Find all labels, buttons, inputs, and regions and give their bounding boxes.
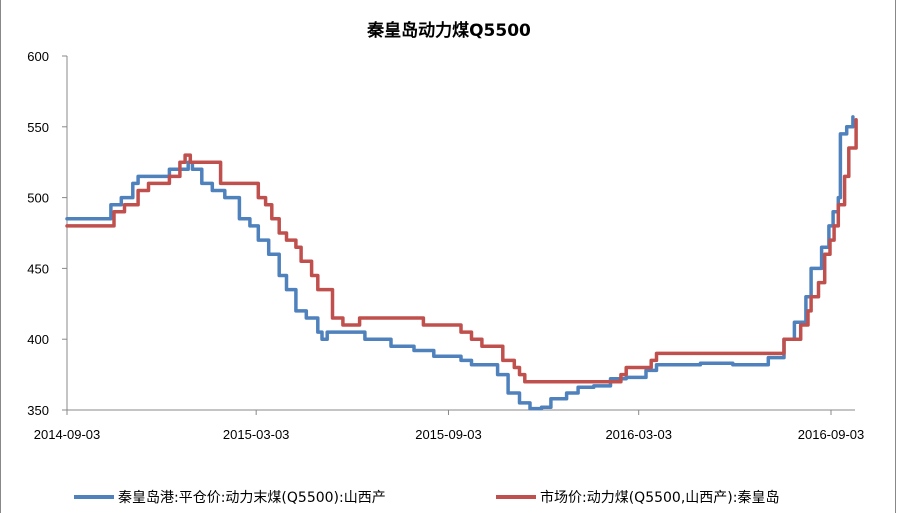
y-tick-label: 500	[27, 191, 49, 206]
x-tick-label: 2016-03-03	[605, 427, 672, 442]
y-tick-label: 450	[27, 261, 49, 276]
x-tick-label: 2016-09-03	[798, 427, 865, 442]
y-tick-label: 600	[27, 49, 49, 64]
legend-label-red: 市场价:动力煤(Q5500,山西产):秦皇岛	[540, 490, 780, 506]
legend-swatch-blue-icon	[74, 495, 114, 499]
y-tick-label: 550	[27, 120, 49, 135]
y-tick-label: 350	[27, 403, 49, 418]
x-tick-label: 2015-09-03	[415, 427, 482, 442]
y-tick-label: 400	[27, 332, 49, 347]
chart-title: 秦皇岛动力煤Q5500	[367, 21, 531, 41]
x-tick-label: 2014-09-03	[34, 427, 101, 442]
legend-swatch-red-icon	[496, 495, 536, 499]
legend-item-blue: 秦皇岛港:平仓价:动力末煤(Q5500):山西产	[74, 487, 386, 507]
legend-item-red: 市场价:动力煤(Q5500,山西产):秦皇岛	[496, 487, 779, 507]
legend-label-blue: 秦皇岛港:平仓价:动力末煤(Q5500):山西产	[118, 490, 386, 506]
x-tick-label: 2015-03-03	[223, 427, 290, 442]
series-line-red	[65, 117, 858, 384]
